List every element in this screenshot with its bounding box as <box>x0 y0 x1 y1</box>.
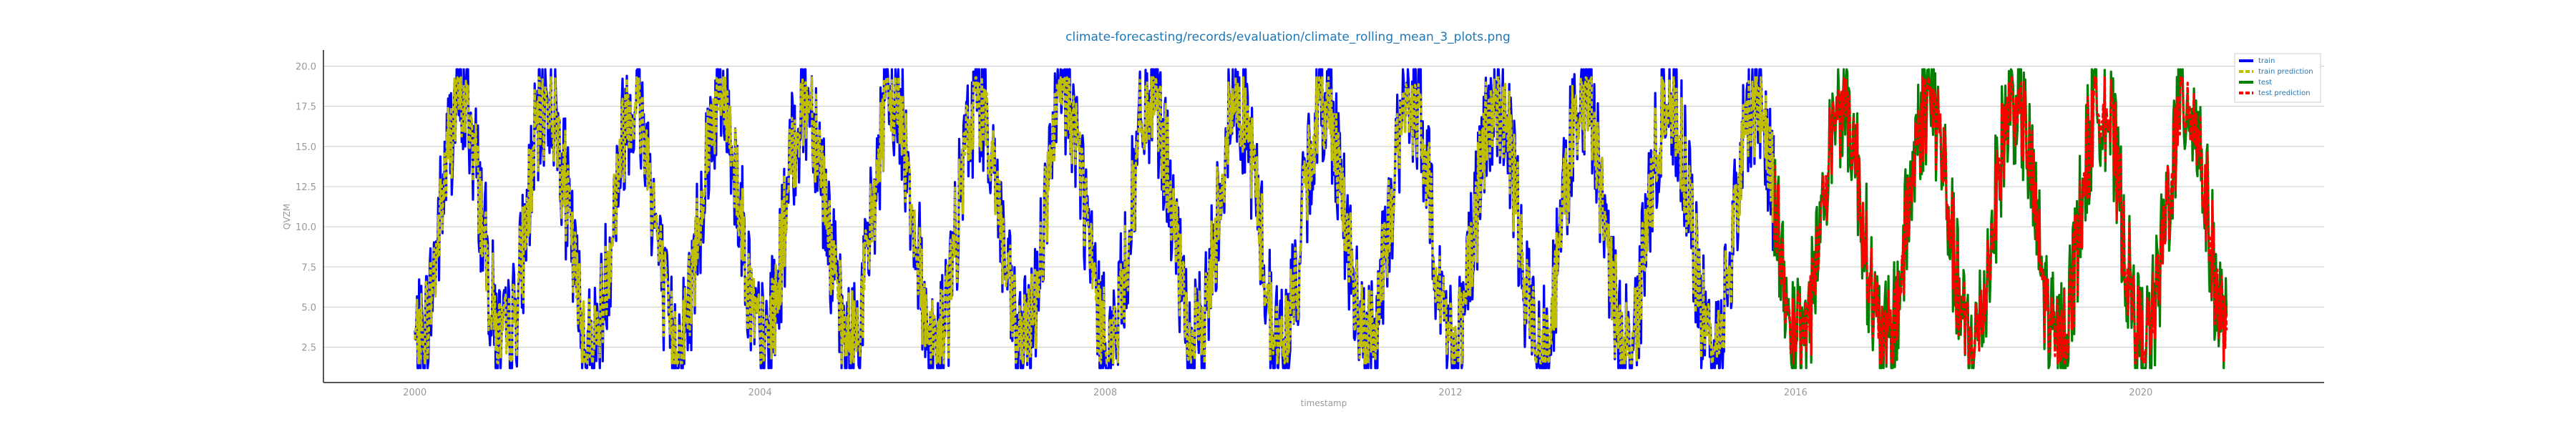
series-train-line <box>414 68 1775 370</box>
x-ticks: 2000 2004 2008 2012 2016 2020 <box>403 388 2152 398</box>
legend-label-test: test <box>2258 79 2272 87</box>
x-tick-label: 2016 <box>1784 388 1807 398</box>
x-tick-label: 2004 <box>748 388 772 398</box>
legend-label-train-prediction: train prediction <box>2258 68 2313 76</box>
y-tick-label: 15.0 <box>296 142 316 153</box>
series-test-prediction-line <box>1773 76 2228 365</box>
y-tick-label: 5.0 <box>301 302 316 313</box>
x-tick-label: 2012 <box>1438 388 1462 398</box>
y-tick-label: 7.5 <box>301 262 316 273</box>
x-tick-label: 2020 <box>2129 388 2152 398</box>
y-tick-label: 12.5 <box>296 182 316 193</box>
y-tick-label: 17.5 <box>296 102 316 113</box>
x-axis-label: timestamp <box>1301 398 1347 408</box>
y-tick-label: 10.0 <box>296 222 316 233</box>
y-tick-label: 20.0 <box>296 61 316 72</box>
series-train-prediction-line <box>414 76 1775 365</box>
series-layer <box>414 68 2228 370</box>
x-tick-label: 2008 <box>1093 388 1117 398</box>
legend-label-train: train <box>2258 57 2275 65</box>
legend: train train prediction test test predict… <box>2234 53 2321 103</box>
y-tick-label: 2.5 <box>301 343 316 354</box>
legend-label-test-prediction: test prediction <box>2258 89 2311 97</box>
chart-title: climate-forecasting/records/evaluation/c… <box>1065 30 1511 44</box>
y-axis-label: QVZM <box>282 204 292 230</box>
x-tick-label: 2000 <box>403 388 426 398</box>
y-ticks: 2.5 5.0 7.5 10.0 12.5 15.0 17.5 20.0 <box>296 61 316 353</box>
